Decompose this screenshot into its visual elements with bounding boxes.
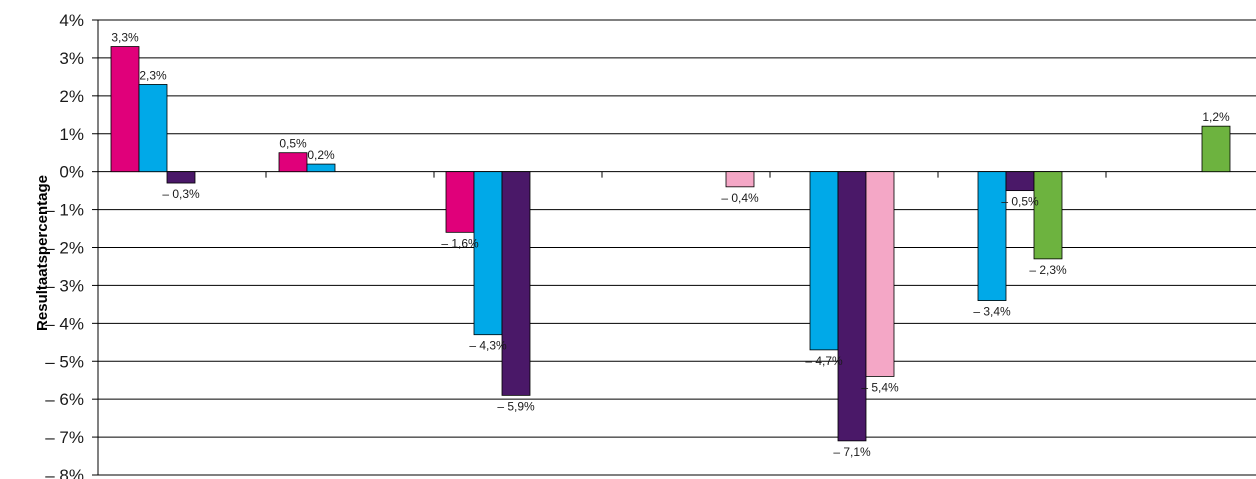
y-tick-label: – 4%	[45, 314, 84, 333]
bar	[306, 163, 336, 173]
data-label: 1,2%	[1202, 110, 1230, 124]
data-label: – 2,3%	[1029, 263, 1067, 277]
bar	[473, 171, 503, 336]
data-label: 2,3%	[139, 68, 167, 82]
bar	[501, 171, 531, 396]
data-label: 3,3%	[111, 31, 139, 45]
y-tick-label: – 6%	[45, 390, 84, 409]
y-tick-label: – 8%	[45, 466, 84, 479]
bar	[977, 171, 1007, 301]
bar	[725, 171, 755, 188]
data-label: – 4,3%	[469, 339, 507, 353]
y-tick-label: 3%	[59, 49, 84, 68]
y-tick-label: 2%	[59, 87, 84, 106]
data-label: – 0,5%	[1001, 195, 1039, 209]
bar	[166, 171, 196, 184]
data-label: – 0,4%	[721, 191, 759, 205]
y-tick-label: 1%	[59, 125, 84, 144]
axes: 4% 3% 2% 1% 0% – 1% – 2% – 3% – 4% – 5% – 6% – 7% – …	[45, 11, 1107, 479]
data-label: – 5,4%	[861, 380, 899, 394]
bars	[110, 46, 1231, 442]
bar	[1033, 171, 1063, 260]
data-label: 0,2%	[307, 148, 335, 162]
bar	[138, 84, 168, 173]
bar	[865, 171, 895, 377]
data-label: – 5,9%	[497, 399, 535, 413]
y-tick-label: – 1%	[45, 201, 84, 220]
y-axis-title: Resultaatspercentage	[34, 175, 51, 331]
bar	[445, 171, 475, 233]
data-label: – 4,7%	[805, 354, 843, 368]
data-labels: 3,3% 2,3% – 0,3% 0,5%0,2% – 1,6% – 4,3% – 5,9%…	[111, 31, 1230, 459]
data-label: – 3,4%	[973, 305, 1011, 319]
data-label: – 7,1%	[833, 445, 871, 459]
data-label: 0,5%	[279, 137, 307, 151]
grid-lines	[98, 19, 1256, 476]
data-label: – 1,6%	[441, 236, 479, 250]
y-tick-label: – 3%	[45, 276, 84, 295]
bar	[809, 171, 839, 351]
y-tick-label: – 7%	[45, 428, 84, 447]
y-tick-label: – 5%	[45, 352, 84, 371]
bar	[278, 152, 308, 173]
bar	[837, 171, 867, 442]
y-tick-label: 4%	[59, 11, 84, 30]
bar	[1201, 125, 1231, 173]
y-tick-label: – 2%	[45, 239, 84, 258]
bar	[1005, 171, 1035, 192]
bar	[110, 46, 140, 173]
y-tick-label: 0%	[59, 163, 84, 182]
data-label: – 0,3%	[162, 187, 200, 201]
